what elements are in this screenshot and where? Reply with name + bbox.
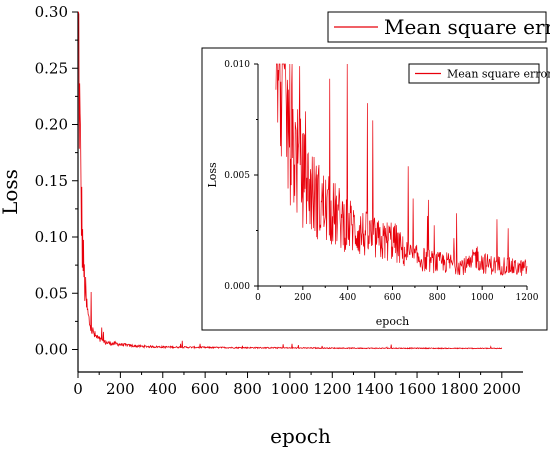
x-tick-label: 1200: [516, 293, 539, 303]
x-tick-label: 1600: [398, 380, 436, 398]
x-tick-label: 1200: [313, 380, 351, 398]
main-plot: 0 200 400 600 800 1000 1200 1400 1600 1800 20000.0…: [0, 3, 550, 448]
inset-panel: [201, 47, 548, 331]
inset-plot: 0 200 400 600 800 1000 1200 0.000 0.005 0.010 epoc…: [201, 47, 550, 331]
y-tick-label: 0.00: [35, 341, 68, 359]
y-tick-label: 0.010: [224, 60, 250, 70]
y-tick-label: 0.005: [224, 171, 250, 181]
x-tick-label: 400: [148, 380, 177, 398]
x-tick-label: 0: [255, 293, 261, 303]
x-tick-label: 1000: [471, 293, 494, 303]
x-tick-label: 200: [106, 380, 135, 398]
x-tick-label: 800: [233, 380, 262, 398]
loss-series-line: [78, 11, 503, 350]
y-axis-title: Loss: [206, 162, 219, 188]
x-tick-label: 600: [384, 293, 401, 303]
x-tick-label: 0: [73, 380, 83, 398]
legend-label: Mean square error: [447, 68, 550, 81]
y-tick-label: 0.000: [224, 282, 250, 292]
y-tick-label: 0.10: [35, 228, 68, 246]
x-tick-label: 600: [191, 380, 220, 398]
x-tick-label: 800: [429, 293, 446, 303]
x-tick-label: 1800: [440, 380, 478, 398]
x-axis-title: epoch: [270, 424, 331, 448]
x-axis-title: epoch: [376, 315, 409, 328]
y-tick-label: 0.15: [35, 172, 68, 190]
y-tick-label: 0.25: [35, 59, 68, 77]
legend-label: Mean square error: [384, 15, 550, 39]
y-axis-title: Loss: [0, 169, 22, 215]
y-tick-label: 0.30: [35, 3, 68, 21]
legend-box: [408, 63, 540, 84]
x-tick-label: 1400: [356, 380, 394, 398]
y-tick-label: 0.20: [35, 116, 68, 134]
x-tick-label: 200: [294, 293, 311, 303]
x-tick-label: 400: [339, 293, 356, 303]
loss-series-line: [275, 63, 528, 276]
y-tick-label: 0.05: [35, 284, 68, 302]
x-tick-label: 1000: [271, 380, 309, 398]
x-tick-label: 2000: [483, 380, 521, 398]
